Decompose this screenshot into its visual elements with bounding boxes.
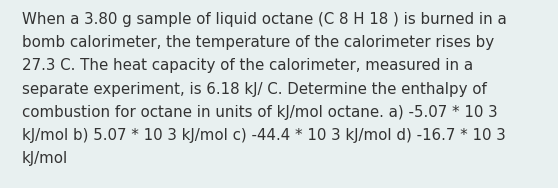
Text: 27.3 C. The heat capacity of the calorimeter, measured in a: 27.3 C. The heat capacity of the calorim… [22,58,473,73]
Text: combustion for octane in units of kJ/mol octane. a) -5.07 * 10 3: combustion for octane in units of kJ/mol… [22,105,498,120]
Text: bomb calorimeter, the temperature of the calorimeter rises by: bomb calorimeter, the temperature of the… [22,35,494,50]
Text: When a 3.80 g sample of liquid octane (C 8 H 18 ) is burned in a: When a 3.80 g sample of liquid octane (C… [22,12,507,27]
Text: separate experiment, is 6.18 kJ/ C. Determine the enthalpy of: separate experiment, is 6.18 kJ/ C. Dete… [22,82,487,97]
Text: kJ/mol: kJ/mol [22,151,68,166]
Text: kJ/mol b) 5.07 * 10 3 kJ/mol c) -44.4 * 10 3 kJ/mol d) -16.7 * 10 3: kJ/mol b) 5.07 * 10 3 kJ/mol c) -44.4 * … [22,128,506,143]
